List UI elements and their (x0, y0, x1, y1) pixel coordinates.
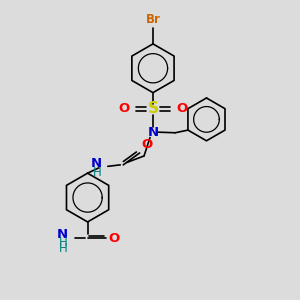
Text: H: H (93, 167, 102, 179)
Text: N: N (57, 228, 68, 241)
Text: O: O (118, 103, 129, 116)
Text: O: O (108, 232, 120, 245)
Text: H: H (59, 236, 68, 249)
Text: H: H (59, 242, 68, 256)
Text: N: N (91, 158, 102, 170)
Text: N: N (147, 126, 158, 139)
Text: S: S (148, 101, 158, 116)
Text: O: O (141, 139, 152, 152)
Text: O: O (177, 103, 188, 116)
Text: Br: Br (146, 13, 160, 26)
